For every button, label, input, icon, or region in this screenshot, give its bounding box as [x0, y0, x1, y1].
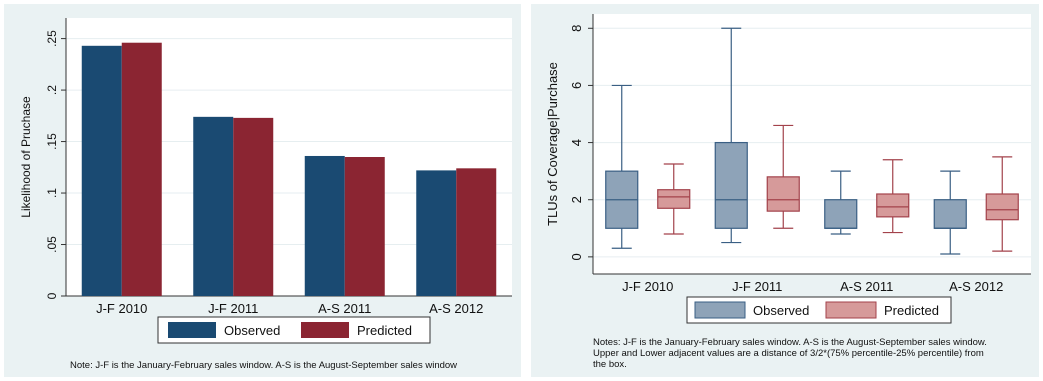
legend-label-observed: Observed	[224, 323, 280, 338]
y-tick-label: .25	[45, 30, 59, 47]
box-observed	[933, 199, 967, 229]
box-predicted	[985, 193, 1019, 221]
bar-chart: 0 .05 .1 .15 .2 .25 Likelihood of Pruchase J-F …	[19, 18, 512, 371]
legend-swatch-predicted	[301, 322, 349, 338]
bar-chart-panel: 0 .05 .1 .15 .2 .25 Likelihood of Pruchase J-F …	[4, 4, 521, 377]
y-tick-label: 8	[569, 25, 584, 32]
bar-observed	[193, 116, 234, 296]
bar-observed	[416, 170, 457, 296]
y-tick-label: 6	[569, 82, 584, 89]
y-tick-label: .1	[45, 188, 59, 198]
chart-note-line: Notes: J-F is the January-February sales…	[593, 337, 987, 348]
bar-predicted	[344, 157, 385, 296]
box-plot: 0 2 4 6 8 TLUs of Coverage|Purchase J-F 2010 J-…	[545, 14, 1031, 370]
y-axis-title: Likelihood of Pruchase	[19, 96, 33, 218]
legend-label-predicted: Predicted	[357, 323, 412, 338]
legend-label-observed: Observed	[753, 303, 809, 318]
x-tick-label: A-S 2012	[429, 301, 483, 316]
bar-observed	[304, 155, 345, 296]
box-predicted	[766, 176, 800, 212]
chart-note-line: Upper and Lower adjacent values are a di…	[593, 348, 984, 359]
y-tick-label: 0	[45, 292, 59, 299]
y-tick-label: .15	[45, 133, 59, 150]
y-tick-label: 2	[569, 196, 584, 203]
chart-note-line: the box.	[593, 359, 627, 370]
x-tick-label: A-S 2012	[949, 279, 1003, 294]
x-tick-label: J-F 2011	[732, 279, 782, 294]
box-observed	[824, 199, 858, 229]
y-tick-label: 0	[569, 253, 584, 260]
y-tick-label: .2	[45, 85, 59, 95]
y-tick-label: .05	[45, 236, 59, 253]
bar-predicted	[121, 42, 162, 296]
bar-observed	[81, 45, 122, 296]
x-tick-label: J-F 2011	[208, 301, 258, 316]
bar-predicted	[233, 117, 274, 296]
legend-swatch-predicted	[825, 301, 877, 319]
chart-note: Note: J-F is the January-February sales …	[70, 360, 457, 371]
x-tick-label: A-S 2011	[840, 279, 893, 294]
plot-area	[593, 14, 1031, 274]
y-tick-label: 4	[569, 139, 584, 146]
y-axis-title: TLUs of Coverage|Purchase	[545, 62, 560, 226]
x-tick-label: J-F 2010	[622, 279, 673, 294]
bar-predicted	[456, 168, 497, 296]
legend-label-predicted: Predicted	[884, 303, 939, 318]
legend-swatch-observed	[168, 322, 216, 338]
x-tick-label: A-S 2011	[318, 301, 371, 316]
x-tick-label: J-F 2010	[96, 301, 147, 316]
box-observed	[714, 141, 748, 229]
box-plot-panel: 0 2 4 6 8 TLUs of Coverage|Purchase J-F 2010 J-…	[531, 4, 1039, 377]
box-predicted	[876, 193, 910, 218]
box-predicted	[657, 189, 691, 209]
legend-swatch-observed	[694, 301, 746, 319]
